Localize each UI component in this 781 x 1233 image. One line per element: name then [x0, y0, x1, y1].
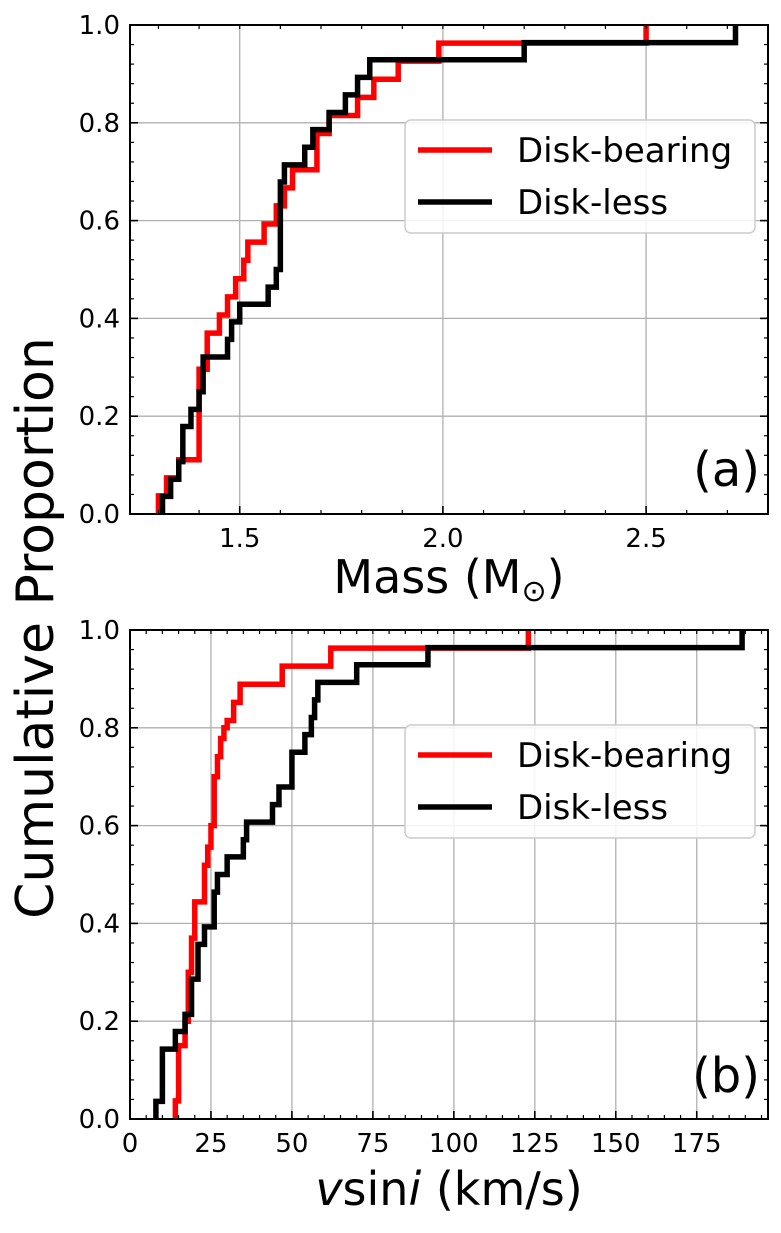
panel-a-legend-label-disk-bearing: Disk-bearing	[517, 131, 732, 171]
panel-a-frame	[129, 24, 769, 515]
panel-b-xlabel-sin: sin	[343, 1162, 409, 1216]
panel-a-tag: (a)	[693, 442, 760, 498]
shared-y-axis-label: Cumulative Proportion	[6, 337, 66, 919]
panel-b-series-disk-bearing	[172, 630, 532, 1119]
panel-a-legend-box	[404, 119, 756, 234]
panel-b-xtick-label: 125	[510, 1129, 560, 1159]
panel-b-xtick-label: 0	[122, 1129, 139, 1159]
panel-b-frame	[129, 629, 769, 1120]
panel-b-x-axis-label: vsini (km/s)	[315, 1162, 582, 1216]
panel-b-xtick-label: 25	[194, 1129, 227, 1159]
panel-b-xtick-label: 50	[275, 1129, 308, 1159]
panel-a-x-axis-label: Mass (M⊙)	[333, 550, 564, 609]
panel-b-legend-box	[404, 724, 756, 839]
panel-a-xtick-label: 1.5	[219, 524, 260, 554]
panel-a-ticks: 1.5 2.0 2.5 0.0 0.2 0.4 0.6 0.8 1.0	[79, 11, 769, 554]
panel-b-ytick-label: 0.4	[79, 909, 120, 939]
panel-b-ytick-label: 0.0	[79, 1105, 120, 1135]
panel-a-ytick-label: 0.2	[79, 402, 120, 432]
panel-b-legend-label-disk-bearing: Disk-bearing	[517, 736, 732, 776]
panel-b-ytick-label: 0.6	[79, 812, 120, 842]
panel-b-series	[153, 630, 745, 1119]
panel-b-legend-label-disk-less: Disk-less	[517, 788, 668, 828]
panel-b-xlabel-units: (km/s)	[421, 1162, 582, 1216]
panel-b-series-disk-less	[153, 630, 745, 1119]
panel-a-series-disk-less	[159, 25, 739, 514]
panel-b-ytick-label: 0.8	[79, 714, 120, 744]
panel-b-xlabel-v: v	[315, 1162, 343, 1216]
panel-a-ytick-label: 0.4	[79, 304, 120, 334]
panel-a-xtick-label: 2.5	[625, 524, 666, 554]
panel-a-legend-label-disk-less: Disk-less	[517, 183, 668, 223]
panel-b-xtick-label: 175	[672, 1129, 722, 1159]
panel-a-ytick-label: 0.0	[79, 500, 120, 530]
panel-b-legend: Disk-bearing Disk-less	[404, 724, 756, 839]
panel-a-xlabel-close: )	[547, 550, 565, 604]
panel-b-xtick-label: 100	[429, 1129, 479, 1159]
panel-a-xlabel-main: Mass (M	[333, 550, 521, 604]
panel-a-xtick-label: 2.0	[422, 524, 463, 554]
panel-b-xtick-label: 150	[591, 1129, 641, 1159]
panel-b-ytick-label: 1.0	[79, 616, 120, 646]
panel-b-ytick-label: 0.2	[79, 1007, 120, 1037]
panel-a-series	[155, 25, 739, 514]
panel-b-xlabel-i: i	[408, 1162, 421, 1216]
panel-a-xlabel-sun-symbol: ⊙	[521, 574, 546, 609]
panel-a-mass: 1.5 2.0 2.5 0.0 0.2 0.4 0.6 0.8 1.0 Disk-bearing…	[79, 11, 769, 609]
panel-b-vsini: 0 25 50 75 100 125 150 175 0.0 0.2 0.4 0.6 0.8 1.0 Di…	[79, 616, 769, 1216]
panel-a-ytick-label: 0.8	[79, 109, 120, 139]
panel-a-series-disk-bearing	[155, 25, 649, 514]
panel-a-legend: Disk-bearing Disk-less	[404, 119, 756, 234]
panel-a-ytick-label: 1.0	[79, 11, 120, 41]
panel-b-xtick-label: 75	[356, 1129, 389, 1159]
panel-a-grid	[130, 25, 768, 514]
panel-b-ticks: 0 25 50 75 100 125 150 175 0.0 0.2 0.4 0.6 0.8 1.0	[79, 616, 768, 1159]
panel-a-ytick-label: 0.6	[79, 207, 120, 237]
panel-b-tag: (b)	[692, 1048, 760, 1104]
